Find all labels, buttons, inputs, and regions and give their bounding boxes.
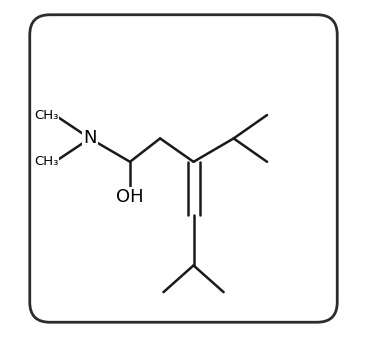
Text: CH₃: CH₃ — [34, 109, 59, 122]
Text: CH₃: CH₃ — [34, 155, 59, 168]
Text: N: N — [83, 129, 97, 147]
Text: OH: OH — [116, 188, 144, 206]
